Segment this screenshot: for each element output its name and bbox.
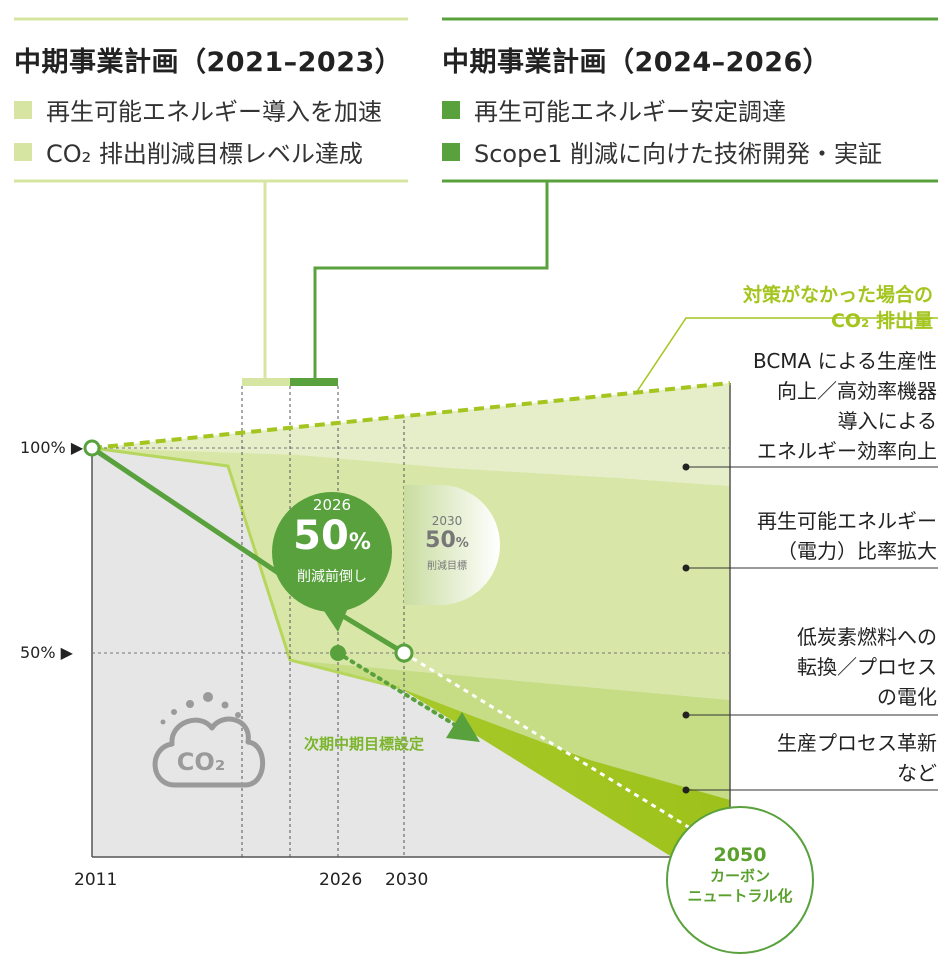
light-green-square-icon [14,142,32,161]
year-2030-label: 2030 [385,870,429,890]
year-2026-label: 2026 [319,870,363,890]
plan-2021-item-label: 再生可能エネルギー導入を加速 [46,98,382,126]
band-process-innovation [400,688,730,857]
bubble-2026-pointer [322,608,348,632]
bubble-2026-unit: % [348,530,371,555]
plan-2024-item: Scope1 削減に向けた技術開発・実証 [442,134,882,169]
plan-2024-title: 中期事業計画（2024–2026） [442,47,831,78]
co2-icon-label: CO₂ [177,748,226,776]
dark-green-square-icon [442,142,460,161]
start-point-2011 [83,439,101,457]
bubble-2030 [404,485,500,605]
period-bar-2021 [242,378,290,386]
no-measure-label-line: CO₂ 排出量 [830,310,933,332]
plan-2021-item: CO₂ 排出削減目標レベル達成 [14,134,363,169]
measure-line: 転換／プロセス [797,655,937,679]
no-measure-leader [635,317,938,394]
measure-line: BCMA による生産性 [752,349,937,373]
pct-100-label: 100% ▶ [20,438,84,457]
measure-line: （電力）比率拡大 [777,539,937,563]
measure-efficiency-label: BCMA による生産性 向上／高効率機器 導入による エネルギー効率向上 [753,346,937,466]
measure-line: 低炭素燃料への [797,625,937,649]
goal-2050-circle [666,806,814,954]
measure-fuel-label: 低炭素燃料への 転換／プロセス の電化 [797,622,937,712]
dark-green-square-icon [442,100,460,119]
no-measure-label: 対策がなかった場合の CO₂ 排出量 [743,282,933,334]
point-2026 [330,645,346,661]
measure-dot-2 [682,564,690,572]
goal-2050-line2: ニュートラル化 [687,887,793,905]
goal-2050-year: 2050 [713,844,767,866]
bubble-2030-text: 2030 50% 削減目標 [412,514,482,572]
reduction-path-2030 [336,610,406,656]
plan-2024-item: 再生可能エネルギー安定調達 [442,92,786,127]
measure-dot-1 [682,463,690,471]
bubble-2030-unit: % [455,536,469,551]
plan-2024-item-label: 再生可能エネルギー安定調達 [474,98,786,126]
point-2030 [394,643,414,663]
bubble-2030-caption: 削減目標 [427,561,467,572]
period-bar-2024 [290,378,338,386]
bubble-2026 [272,492,392,612]
no-measure-label-line: 対策がなかった場合の [742,284,933,306]
measure-line: 導入による [837,409,937,433]
plan-2024-item-label: Scope1 削減に向けた技術開発・実証 [474,140,883,168]
bubble-2026-value: 50 [293,513,349,559]
next-goal-dotted-path [336,651,462,730]
measure-renewables-label: 再生可能エネルギー （電力）比率拡大 [757,506,937,566]
measure-line: 再生可能エネルギー [757,509,937,533]
measure-line: など [897,761,937,785]
plan-2021-item-label: CO₂ 排出削減目標レベル達成 [46,140,363,168]
year-2011-label: 2011 [74,870,118,890]
bubble-2026-value-row: 50% [282,514,382,566]
measure-line: 生産プロセス革新 [777,731,937,755]
co2-cloud-icon: CO₂ [152,692,266,788]
plan-2024-connector [313,181,549,378]
bubble-2030-year: 2030 [431,514,463,528]
plan-2021-item: 再生可能エネルギー導入を加速 [14,92,382,127]
measure-dot-3 [682,711,690,719]
bubble-2026-caption: 削減前倒し [297,569,367,585]
measure-line: 向上／高効率機器 [777,379,937,403]
bubble-2026-text: 2026 50% 削減前倒し [282,496,382,586]
bubble-2030-value-row: 50% [412,528,482,557]
goal-2050-text: 2050 カーボン ニュートラル化 [672,844,808,906]
bubble-2026-year: 2026 [312,496,352,514]
measure-process-label: 生産プロセス革新 など [777,728,937,788]
light-green-square-icon [14,100,32,119]
no-measure-line [91,381,731,450]
next-goal-label: 次期中期目標設定 [304,735,425,753]
plan-2021-title: 中期事業計画（2021–2023） [14,47,403,78]
next-goal-arrow [446,712,480,742]
measure-dot-4 [682,786,690,794]
pct-50-label: 50% ▶ [20,643,73,662]
bubble-2030-value: 50 [425,528,456,553]
measure-line: エネルギー効率向上 [757,439,937,463]
measure-line: の電化 [877,685,937,709]
goal-2050-line1: カーボン [709,867,770,885]
